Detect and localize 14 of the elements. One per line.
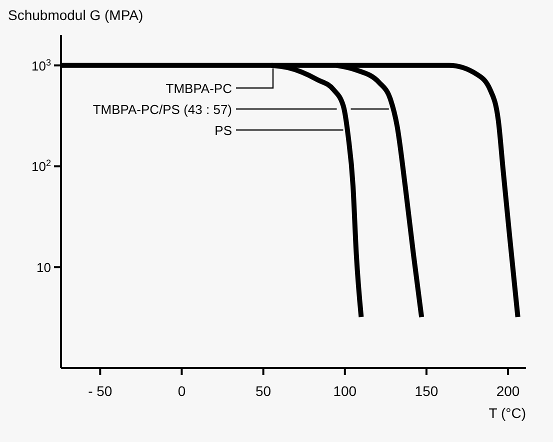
x-axis-title: T (°C): [488, 405, 526, 421]
x-tick-label: 50: [256, 383, 272, 399]
y-tick-label: 10$^{3}$: [31, 57, 51, 74]
y-axis-title: Schubmodul G (MPA): [8, 7, 144, 23]
x-tick-label: 100: [333, 383, 357, 399]
x-tick-label: - 50: [88, 383, 112, 399]
x-tick-label: 200: [496, 383, 520, 399]
y-tick-label: 10$^{2}$: [31, 158, 51, 174]
y-tick-label: 10: [36, 260, 51, 276]
text: TMBPA-PC/PS (43 : 57): [92, 102, 232, 117]
x-tick-label: 0: [178, 383, 186, 399]
text: PS: [214, 123, 232, 138]
x-tick-label: 150: [414, 383, 438, 399]
series-label: TMBPA-PC: [166, 81, 232, 96]
